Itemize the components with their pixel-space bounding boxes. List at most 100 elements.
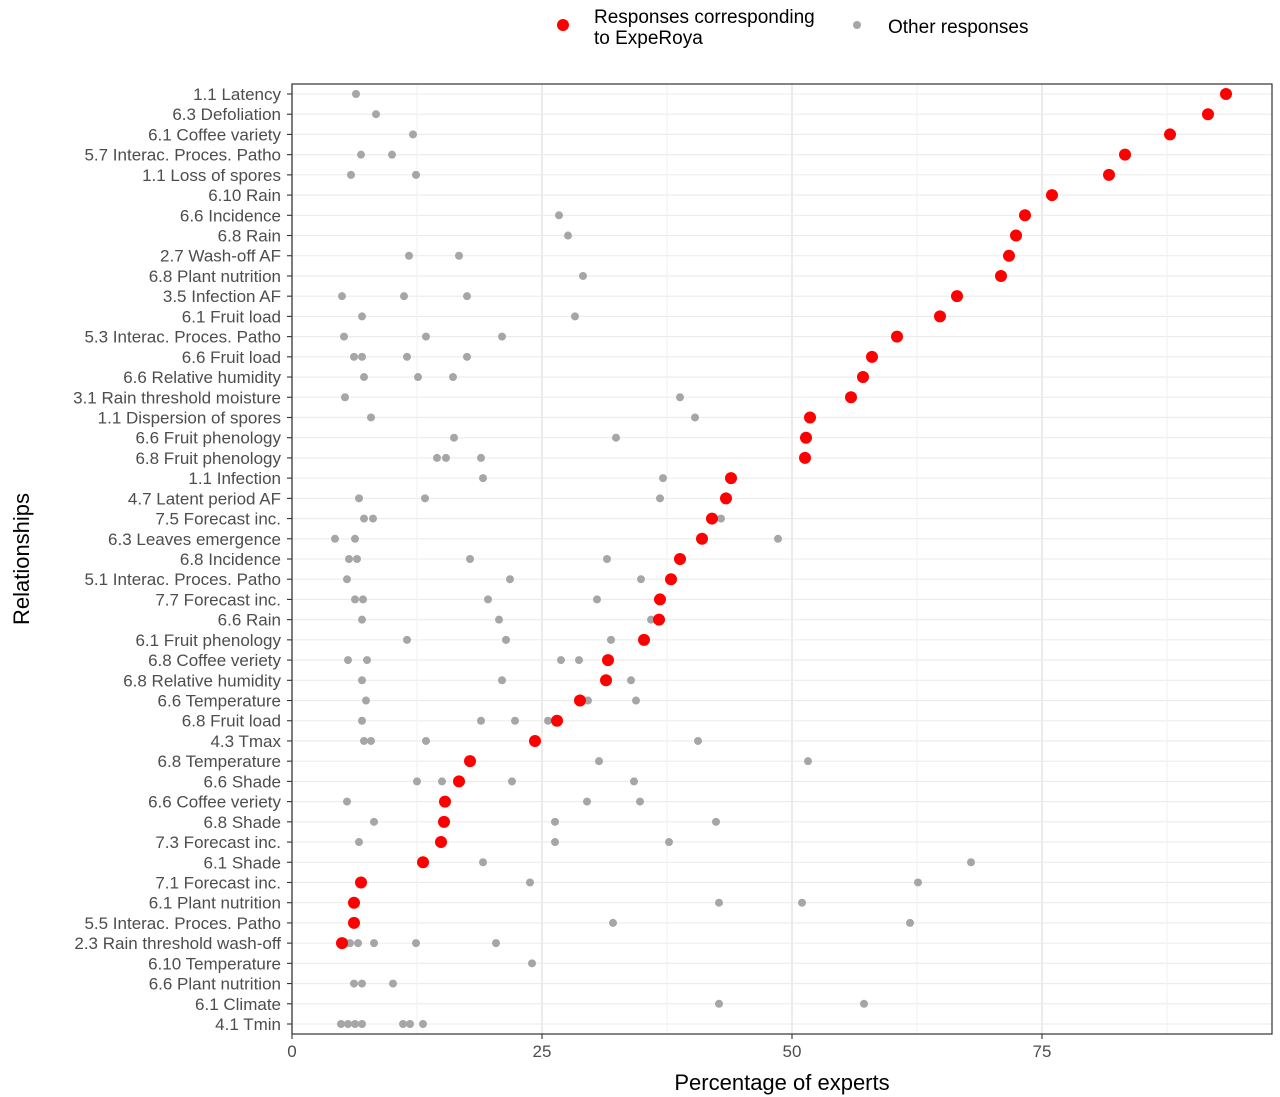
other-response-point xyxy=(412,939,420,948)
other-response-point xyxy=(359,595,367,604)
other-response-point xyxy=(351,1020,359,1028)
y-tick-label: 6.6 Incidence xyxy=(180,206,281,225)
experoya-point xyxy=(602,654,614,667)
y-tick-label: 5.3 Interac. Proces. Patho xyxy=(84,328,281,347)
experoya-point xyxy=(720,492,732,505)
other-response-point xyxy=(367,413,375,422)
y-tick-label: 1.1 Dispersion of spores xyxy=(98,408,281,427)
other-response-point xyxy=(360,514,368,523)
experoya-point xyxy=(891,330,903,343)
grid-lines xyxy=(291,84,1272,1034)
experoya-point xyxy=(804,411,816,424)
y-tick-label: 7.1 Forecast inc. xyxy=(155,873,281,892)
other-response-point xyxy=(442,453,450,462)
other-response-point xyxy=(694,736,702,745)
other-response-point xyxy=(363,656,371,665)
y-tick-label: 6.8 Incidence xyxy=(180,550,281,569)
other-response-point xyxy=(506,575,514,584)
experoya-point xyxy=(995,269,1007,282)
legend-key-other xyxy=(853,21,861,29)
other-response-point xyxy=(477,453,485,462)
other-response-point xyxy=(369,514,377,523)
experoya-point xyxy=(696,532,708,545)
other-response-point xyxy=(571,312,579,321)
other-response-point xyxy=(637,575,645,584)
other-response-point xyxy=(584,696,592,705)
y-tick-label: 6.8 Rain xyxy=(218,227,281,246)
y-tick-label: 6.1 Fruit load xyxy=(182,307,281,326)
y-tick-label: 6.6 Shade xyxy=(203,772,281,791)
experoya-point xyxy=(857,371,869,384)
y-tick-label: 2.7 Wash-off AF xyxy=(160,247,281,266)
experoya-point xyxy=(866,350,878,363)
y-tick-label: 6.1 Shade xyxy=(203,853,281,872)
other-response-point xyxy=(338,292,346,301)
experoya-point xyxy=(417,856,429,869)
other-response-point xyxy=(344,656,352,665)
y-tick-label: 5.5 Interac. Proces. Patho xyxy=(84,914,281,933)
other-response-point xyxy=(352,90,360,98)
experoya-points xyxy=(336,88,1232,950)
y-tick-label: 6.8 Fruit load xyxy=(182,712,281,731)
y-tick-label: 6.6 Relative humidity xyxy=(123,368,281,387)
other-response-point xyxy=(557,656,565,665)
other-response-point xyxy=(630,777,638,786)
y-tick-label: 6.6 Rain xyxy=(218,611,281,630)
other-response-point xyxy=(403,635,411,644)
other-response-point xyxy=(502,635,510,644)
other-response-point xyxy=(508,777,516,786)
other-response-point xyxy=(343,575,351,584)
other-response-point xyxy=(544,716,552,725)
other-response-point xyxy=(337,1020,345,1028)
other-response-point xyxy=(551,838,559,847)
other-response-point xyxy=(463,352,471,361)
other-response-point xyxy=(355,838,363,847)
y-tick-label: 5.1 Interac. Proces. Patho xyxy=(84,570,281,589)
other-response-point xyxy=(370,817,378,826)
other-response-point xyxy=(449,373,457,382)
y-tick-label: 6.8 Coffee veriety xyxy=(148,651,281,670)
y-tick-label: 5.7 Interac. Proces. Patho xyxy=(84,146,281,165)
other-response-point xyxy=(717,514,725,523)
other-response-point xyxy=(715,999,723,1008)
x-tick-label: 50 xyxy=(783,1042,802,1061)
experoya-point xyxy=(336,937,348,950)
other-response-point xyxy=(346,939,354,948)
y-tick-label: 6.1 Plant nutrition xyxy=(149,894,281,913)
other-response-point xyxy=(564,231,572,240)
other-response-point xyxy=(406,1020,414,1028)
y-tick-label: 7.5 Forecast inc. xyxy=(155,510,281,529)
y-tick-label: 6.8 Plant nutrition xyxy=(149,267,281,286)
legend-label-experoya: to ExpeRoya xyxy=(594,28,703,49)
other-response-point xyxy=(632,696,640,705)
experoya-point xyxy=(464,755,476,768)
y-tick-label: 6.6 Coffee veriety xyxy=(148,793,281,812)
other-response-point xyxy=(367,736,375,745)
other-response-point xyxy=(583,797,591,806)
x-tick-label: 25 xyxy=(533,1042,552,1061)
y-tick-label: 7.7 Forecast inc. xyxy=(155,590,281,609)
experoya-point xyxy=(439,795,451,808)
experoya-point xyxy=(1220,88,1232,100)
other-response-point xyxy=(350,352,358,361)
other-response-point xyxy=(358,1020,366,1028)
x-axis-ticks: 0 25 50 75 xyxy=(287,1034,1051,1061)
x-axis-title: Percentage of experts xyxy=(674,1070,889,1095)
legend-label-experoya: Responses corresponding xyxy=(594,7,815,28)
other-response-point xyxy=(798,898,806,907)
other-response-point xyxy=(579,271,587,280)
experoya-point xyxy=(638,633,650,646)
other-response-point xyxy=(528,959,536,968)
other-response-point xyxy=(358,979,366,988)
other-response-point xyxy=(593,595,601,604)
other-response-point xyxy=(691,413,699,422)
other-response-point xyxy=(358,615,366,624)
other-response-point xyxy=(659,474,667,483)
other-response-point xyxy=(388,150,396,159)
experoya-point xyxy=(348,916,360,929)
experoya-point xyxy=(725,472,737,485)
experoya-point xyxy=(355,876,367,889)
experoya-point xyxy=(1164,128,1176,141)
